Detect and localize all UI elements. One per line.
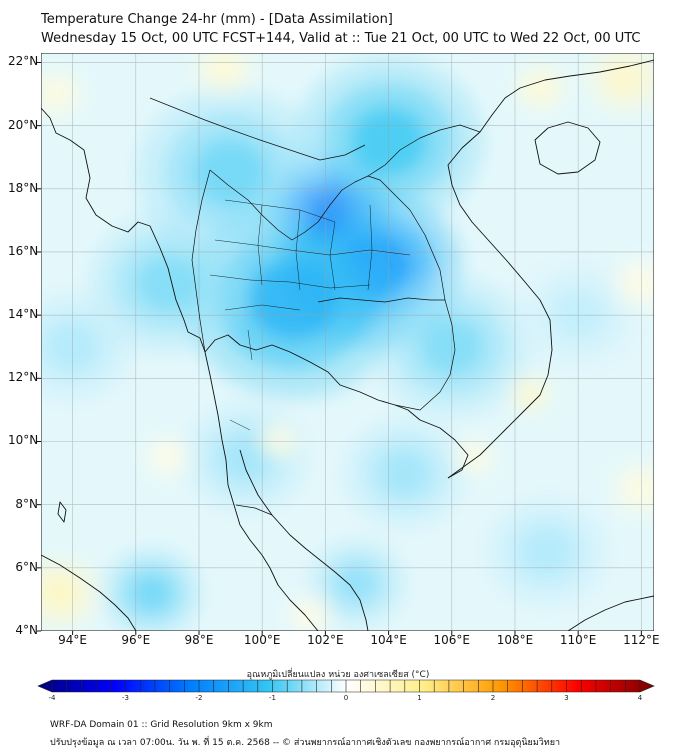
- border-laos-vietnam: [367, 124, 481, 177]
- coastline-myanmar-west: [41, 107, 206, 353]
- lat-label: 12°N: [8, 370, 39, 385]
- anomaly-blob: [135, 255, 199, 313]
- anomaly-blob: [521, 529, 572, 575]
- colorbar-tick-label: 1: [417, 694, 422, 702]
- anomaly-blob: [609, 63, 642, 94]
- lat-label: 4°N: [15, 623, 38, 637]
- colorbar-tick-label: 2: [490, 694, 496, 702]
- coastlines: [41, 59, 654, 631]
- border-thailand-myanmar: [191, 169, 211, 353]
- colorbar-tick-label: 3: [564, 694, 569, 702]
- lat-label: 16°N: [8, 243, 39, 258]
- border-thai-provinces: [209, 199, 411, 431]
- lon-label: 104°E: [370, 633, 407, 647]
- anomaly-blob: [131, 574, 172, 612]
- lat-label: 10°N: [8, 433, 39, 448]
- lat-label: 22°N: [8, 54, 39, 69]
- colorbar-tick-label: 0: [343, 694, 349, 702]
- anomaly-blob: [45, 83, 69, 105]
- border-cambodia: [317, 297, 456, 411]
- lon-label: 110°E: [559, 633, 597, 647]
- chart-subtitle: Wednesday 15 Oct, 00 UTC FCST+144, Valid…: [41, 31, 641, 46]
- coastline-sumatra: [41, 554, 137, 631]
- anomaly-blob: [249, 259, 339, 340]
- colorbar-label: อุณหภูมิเปลี่ยนแปลง หน่วย องศาเซลเซียส (…: [246, 670, 430, 680]
- colorbar-ticks: [51, 680, 641, 692]
- lon-label: 94°E: [58, 633, 88, 647]
- colorbar-tick-label: 4: [637, 694, 643, 702]
- temperature-field: [41, 53, 654, 631]
- lat-label: 8°N: [15, 496, 38, 511]
- anomaly-blob: [299, 606, 320, 625]
- lon-label: 98°E: [184, 633, 214, 647]
- lon-label: 96°E: [121, 633, 151, 647]
- anomaly-blob: [379, 450, 430, 496]
- colorbar-tick-label: -1: [269, 694, 276, 702]
- border-china: [149, 97, 366, 161]
- lon-label: 102°E: [307, 633, 344, 647]
- coastline-malay-east: [239, 449, 369, 631]
- anomaly-blob: [336, 565, 378, 602]
- anomaly-blob: [465, 449, 483, 466]
- coastline-myanmar-south: [204, 351, 319, 631]
- chart-title: Temperature Change 24-hr (mm) - [Data As…: [41, 12, 393, 27]
- coastline-vietnam: [447, 59, 654, 479]
- anomaly-blob: [157, 448, 178, 467]
- lat-label: 14°N: [8, 307, 39, 322]
- colorbar-tick-label: -2: [195, 694, 203, 702]
- footer-credit: ปรับปรุงข้อมูล ณ เวลา 07:00น. วัน พ. ที่…: [50, 738, 561, 748]
- anomaly-blob: [528, 77, 552, 98]
- anomaly-blob: [521, 386, 540, 403]
- graticule: [41, 53, 654, 631]
- coastline-andaman: [57, 501, 67, 523]
- coastline-gulf-thailand: [204, 334, 469, 479]
- lat-label: 6°N: [15, 559, 38, 574]
- anomaly-blob: [192, 138, 269, 208]
- lon-label: 112°E: [623, 633, 660, 647]
- colorbar-tick-label: -3: [122, 694, 129, 702]
- coastline-borneo: [567, 595, 654, 631]
- lon-label: 108°E: [496, 633, 534, 647]
- footer-model-info: WRF-DA Domain 01 :: Grid Resolution 9km …: [50, 720, 273, 730]
- border-thailand-laos: [209, 169, 446, 301]
- colorbar-tick-label: -4: [48, 694, 56, 702]
- border-malaysia: [235, 504, 273, 516]
- anomaly-blob: [43, 578, 77, 608]
- country-borders: [149, 97, 481, 516]
- anomaly-blob: [211, 57, 237, 81]
- lon-label: 100°E: [243, 633, 281, 647]
- lat-label: 20°N: [8, 117, 39, 132]
- lon-label: 106°E: [433, 633, 471, 647]
- axis-ticks: [37, 61, 642, 635]
- lat-label: 18°N: [8, 180, 39, 195]
- coastline-hainan: [534, 121, 601, 175]
